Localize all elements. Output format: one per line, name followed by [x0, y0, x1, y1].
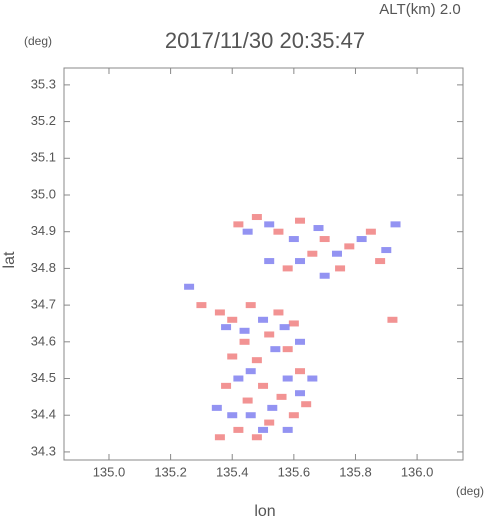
echo-cell — [335, 265, 346, 272]
echo-cell — [264, 221, 275, 228]
echo-cell — [251, 214, 262, 221]
y-axis-label: lat — [1, 251, 18, 268]
echo-cell — [282, 375, 293, 382]
echo-cell — [307, 250, 318, 257]
echo-cell — [295, 338, 306, 345]
echo-cell — [390, 221, 401, 228]
echo-cell — [245, 368, 256, 375]
echo-cell — [288, 236, 299, 243]
echo-cell — [233, 426, 244, 433]
echo-cell — [227, 316, 238, 323]
x-unit: (deg) — [456, 484, 484, 498]
chart-title: 2017/11/30 20:35:47 — [165, 28, 365, 53]
echo-cell — [282, 346, 293, 353]
echo-cell — [273, 228, 284, 235]
x-tick-label: 136.0 — [401, 464, 434, 479]
echo-cell — [319, 272, 330, 279]
echo-cell — [295, 258, 306, 265]
echo-cell — [273, 309, 284, 316]
y-tick-label: 34.3 — [31, 443, 56, 458]
y-tick-label: 34.9 — [31, 223, 56, 238]
y-tick-label: 34.5 — [31, 370, 56, 385]
echo-cell — [313, 225, 324, 232]
y-unit: (deg) — [24, 34, 52, 48]
echo-cell — [288, 320, 299, 327]
echo-cell — [258, 316, 269, 323]
echo-cell — [282, 426, 293, 433]
y-tick-label: 34.6 — [31, 333, 56, 348]
echo-cell — [227, 353, 238, 360]
echo-cell — [344, 243, 355, 250]
echo-cell — [251, 357, 262, 364]
echo-cell — [375, 258, 386, 265]
echo-cell — [288, 412, 299, 419]
echo-cell — [239, 338, 250, 345]
echo-cell — [251, 434, 262, 441]
echo-cell — [387, 316, 398, 323]
echo-cell — [319, 236, 330, 243]
echo-cell — [184, 283, 195, 290]
echo-cell — [233, 375, 244, 382]
echo-cell — [242, 397, 253, 404]
echo-cell — [245, 302, 256, 309]
x-tick-label: 135.6 — [278, 464, 311, 479]
x-tick-label: 135.2 — [154, 464, 187, 479]
echo-cell — [276, 393, 287, 400]
echo-cell — [282, 265, 293, 272]
echo-cell — [381, 247, 392, 254]
echo-cell — [264, 419, 275, 426]
y-tick-label: 35.1 — [31, 150, 56, 165]
x-tick-label: 135.4 — [216, 464, 249, 479]
plot-frame — [63, 67, 464, 461]
y-tick-label: 34.4 — [31, 407, 56, 422]
echo-cell — [270, 346, 281, 353]
echo-cell — [233, 221, 244, 228]
echo-cell — [295, 390, 306, 397]
echo-cell — [214, 309, 225, 316]
echo-cell — [245, 412, 256, 419]
y-tick-label: 35.3 — [31, 76, 56, 91]
echo-cell — [365, 228, 376, 235]
x-tick-label: 135.0 — [93, 464, 126, 479]
echo-cell — [279, 324, 290, 331]
echo-cell — [211, 404, 222, 411]
echo-cell — [214, 434, 225, 441]
echo-cell — [264, 258, 275, 265]
x-axis-label: lon — [254, 503, 275, 520]
y-tick-label: 35.2 — [31, 113, 56, 128]
altitude-annotation: ALT(km) 2.0 — [379, 1, 460, 18]
echo-cell — [295, 217, 306, 224]
echo-cell — [301, 401, 312, 408]
echo-cell — [227, 412, 238, 419]
echo-cell — [239, 327, 250, 334]
y-tick-label: 35.0 — [31, 186, 56, 201]
echo-cell — [196, 302, 207, 309]
echo-cell — [264, 331, 275, 338]
echo-cell — [242, 228, 253, 235]
echo-cell — [258, 382, 269, 389]
x-tick-label: 135.8 — [339, 464, 372, 479]
echo-cell — [267, 404, 278, 411]
echo-cell — [258, 426, 269, 433]
echo-cell — [221, 324, 232, 331]
echo-cell — [295, 368, 306, 375]
echo-cell — [221, 382, 232, 389]
y-tick-label: 34.8 — [31, 260, 56, 275]
echo-cell — [356, 236, 367, 243]
echo-cell — [307, 375, 318, 382]
echo-cell — [331, 250, 342, 257]
y-tick-label: 34.7 — [31, 297, 56, 312]
